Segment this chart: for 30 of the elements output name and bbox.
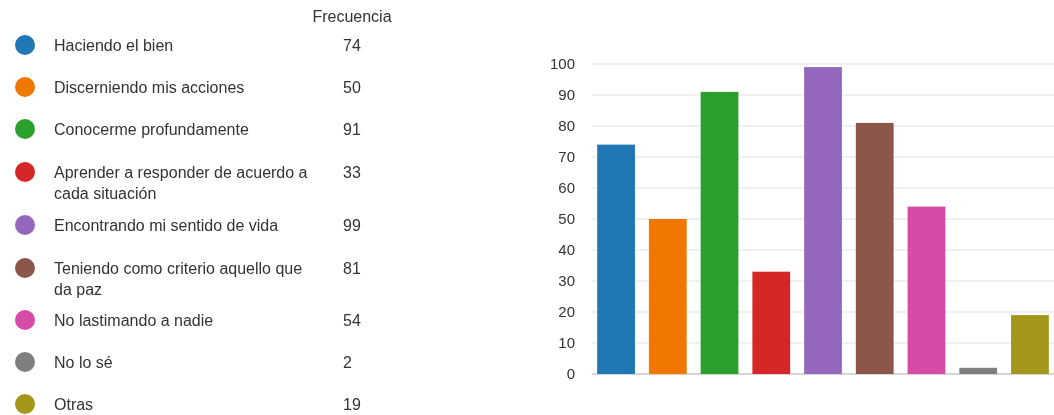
text: 54 — [343, 311, 361, 329]
y-tick-label: 40 — [558, 241, 575, 259]
legend-label: Encontrando mi sentido de vida — [54, 216, 279, 234]
text: 50 — [343, 78, 361, 96]
y-tick-label: 100 — [549, 55, 575, 73]
text: 2 — [343, 353, 352, 371]
legend-label: Teniendo como criterio aquello que da paz — [54, 259, 303, 298]
text: 19 — [343, 395, 361, 413]
text: 99 — [343, 216, 361, 234]
text: 91 — [343, 120, 361, 138]
y-tick-label: 20 — [558, 303, 575, 321]
legend-label: Haciendo el bien — [54, 36, 174, 54]
y-tick-label: 50 — [558, 210, 575, 228]
y-tick-label: 30 — [558, 272, 575, 290]
legend-label: Otras — [54, 395, 94, 413]
legend-label: Conocerme profundamente — [54, 120, 249, 138]
legend-label: Discerniendo mis acciones — [54, 78, 245, 96]
y-tick-label: 10 — [558, 334, 575, 352]
y-tick-label: 0 — [566, 365, 575, 383]
text: 81 — [343, 259, 361, 277]
text: 33 — [343, 163, 361, 181]
y-tick-label: 70 — [558, 148, 575, 166]
legend-title: Frecuencia — [312, 8, 392, 25]
legend-label: No lo sé — [54, 353, 113, 371]
legend-label: Aprender a responder de acuerdo a cada situación — [54, 163, 308, 202]
legend-label: No lastimando a nadie — [54, 311, 214, 329]
y-tick-label: 80 — [558, 117, 575, 135]
y-tick-label: 90 — [558, 86, 575, 104]
text: 74 — [343, 36, 361, 54]
y-tick-label: 60 — [558, 179, 575, 197]
